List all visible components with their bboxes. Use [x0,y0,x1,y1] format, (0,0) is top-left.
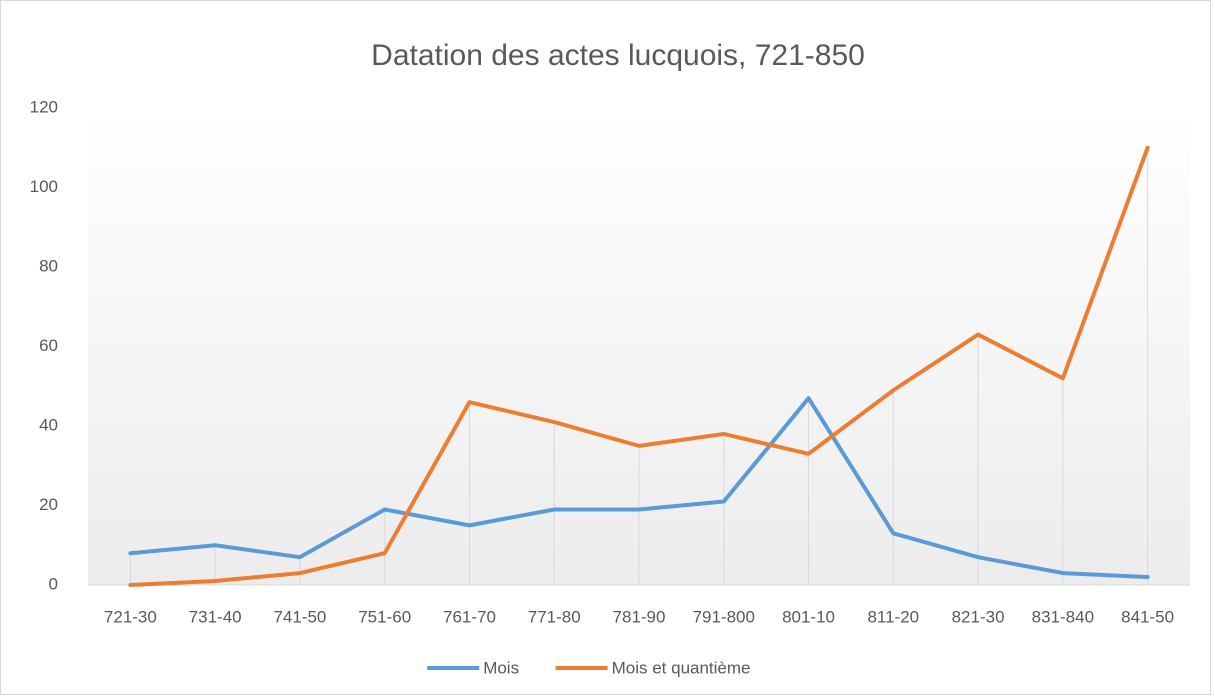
legend-label: Mois et quantième [612,658,751,677]
y-tick-label: 60 [39,336,58,355]
legend-label: Mois [483,658,519,677]
y-tick-label: 80 [39,256,58,275]
x-tick-label: 741-50 [273,607,326,626]
y-tick-label: 120 [30,97,58,116]
chart-title: Datation des actes lucquois, 721-850 [371,39,865,72]
y-tick-label: 20 [39,495,58,514]
x-tick-label: 761-70 [443,607,496,626]
x-tick-label: 831-840 [1032,607,1094,626]
x-tick-label: 791-800 [693,607,755,626]
x-tick-label: 771-80 [528,607,581,626]
y-tick-label: 100 [30,177,58,196]
series-line [128,396,1150,580]
x-tick-label: 721-30 [104,607,157,626]
x-tick-label: 801-10 [782,607,835,626]
x-tick-label: 841-50 [1121,607,1174,626]
x-tick-label: 821-30 [952,607,1005,626]
x-tick-label: 731-40 [189,607,242,626]
x-tick-label: 751-60 [358,607,411,626]
y-tick-label: 40 [39,415,58,434]
x-tick-label: 811-20 [867,607,919,626]
series-line [128,145,1150,587]
y-tick-label: 0 [49,574,58,593]
x-tick-label: 781-90 [613,607,666,626]
